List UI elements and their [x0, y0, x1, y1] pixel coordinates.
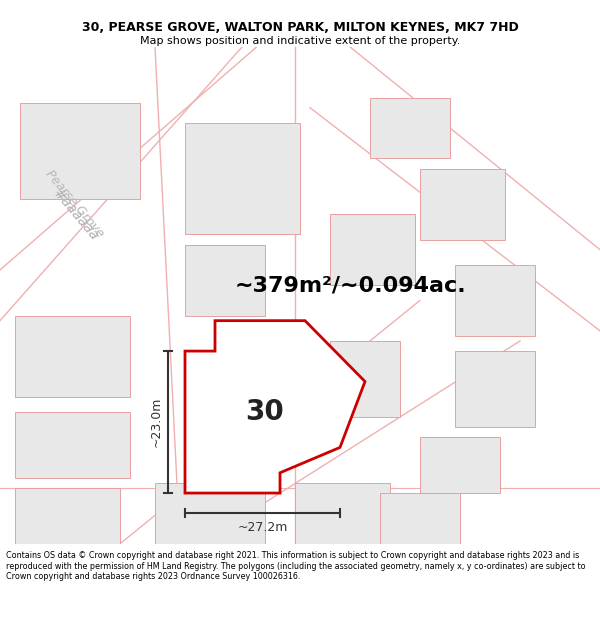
Polygon shape — [330, 214, 415, 285]
Polygon shape — [185, 321, 365, 493]
Text: Map shows position and indicative extent of the property.: Map shows position and indicative extent… — [140, 36, 460, 46]
Polygon shape — [15, 316, 130, 397]
Text: ~23.0m: ~23.0m — [149, 397, 163, 448]
Polygon shape — [20, 102, 140, 199]
Polygon shape — [15, 412, 130, 478]
Polygon shape — [455, 265, 535, 336]
Polygon shape — [15, 488, 120, 544]
Text: Contains OS data © Crown copyright and database right 2021. This information is : Contains OS data © Crown copyright and d… — [6, 551, 586, 581]
Polygon shape — [295, 483, 390, 544]
Text: ~379m²/~0.094ac.: ~379m²/~0.094ac. — [235, 275, 467, 295]
Polygon shape — [380, 493, 460, 544]
Text: ~27.2m: ~27.2m — [238, 521, 287, 534]
Polygon shape — [455, 351, 535, 427]
Polygon shape — [185, 397, 265, 478]
Polygon shape — [155, 483, 265, 544]
Polygon shape — [185, 123, 300, 234]
Polygon shape — [330, 341, 400, 417]
Text: 30: 30 — [245, 398, 284, 426]
Polygon shape — [185, 244, 265, 316]
Polygon shape — [420, 438, 500, 493]
Polygon shape — [370, 98, 450, 158]
Polygon shape — [420, 169, 505, 239]
Text: #aaaaaa: #aaaaaa — [50, 186, 100, 242]
Text: Pearse Grove: Pearse Grove — [43, 168, 107, 240]
Text: 30, PEARSE GROVE, WALTON PARK, MILTON KEYNES, MK7 7HD: 30, PEARSE GROVE, WALTON PARK, MILTON KE… — [82, 21, 518, 34]
